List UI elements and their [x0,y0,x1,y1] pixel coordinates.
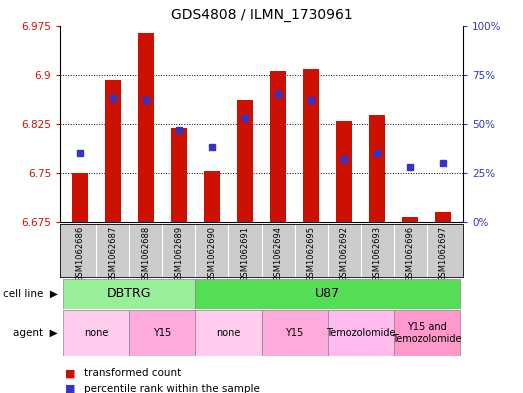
Bar [63,279,196,309]
Bar [402,217,418,222]
Text: ■: ■ [65,368,76,378]
Bar [170,128,187,222]
Bar [393,310,460,356]
Bar [63,310,130,356]
Text: none: none [217,328,241,338]
Text: agent  ▶: agent ▶ [13,328,58,338]
Bar [303,70,319,222]
Bar [270,72,286,222]
Bar [204,171,220,222]
Text: transformed count: transformed count [84,368,181,378]
Text: GSM1062687: GSM1062687 [108,226,118,283]
Text: Y15: Y15 [286,328,304,338]
Text: GSM1062695: GSM1062695 [306,226,315,282]
Text: GSM1062697: GSM1062697 [439,226,448,282]
Text: GSM1062696: GSM1062696 [405,226,415,282]
Text: GSM1062686: GSM1062686 [75,226,84,283]
Bar [369,115,385,222]
Bar [72,173,88,222]
Bar [105,80,121,222]
Bar [336,121,353,222]
Title: GDS4808 / ILMN_1730961: GDS4808 / ILMN_1730961 [170,8,353,22]
Bar [237,99,253,222]
Text: Y15 and
Temozolomide: Y15 and Temozolomide [392,322,461,344]
Text: ■: ■ [65,384,76,393]
Text: DBTRG: DBTRG [107,287,152,300]
Text: Y15: Y15 [153,328,172,338]
Text: GSM1062693: GSM1062693 [372,226,382,282]
Bar [435,212,451,222]
Text: GSM1062692: GSM1062692 [339,226,348,282]
Text: Temozolomide: Temozolomide [326,328,395,338]
Bar [130,310,196,356]
Text: GSM1062694: GSM1062694 [274,226,282,282]
Text: GSM1062691: GSM1062691 [241,226,249,282]
Text: percentile rank within the sample: percentile rank within the sample [84,384,259,393]
Text: none: none [84,328,109,338]
Bar [138,33,154,222]
Text: U87: U87 [315,287,340,300]
Bar [327,310,393,356]
Bar [196,279,460,309]
Text: cell line  ▶: cell line ▶ [3,289,58,299]
Text: GSM1062688: GSM1062688 [141,226,151,283]
Text: GSM1062690: GSM1062690 [208,226,217,282]
Bar [196,310,262,356]
Bar [262,310,327,356]
Text: GSM1062689: GSM1062689 [175,226,184,282]
